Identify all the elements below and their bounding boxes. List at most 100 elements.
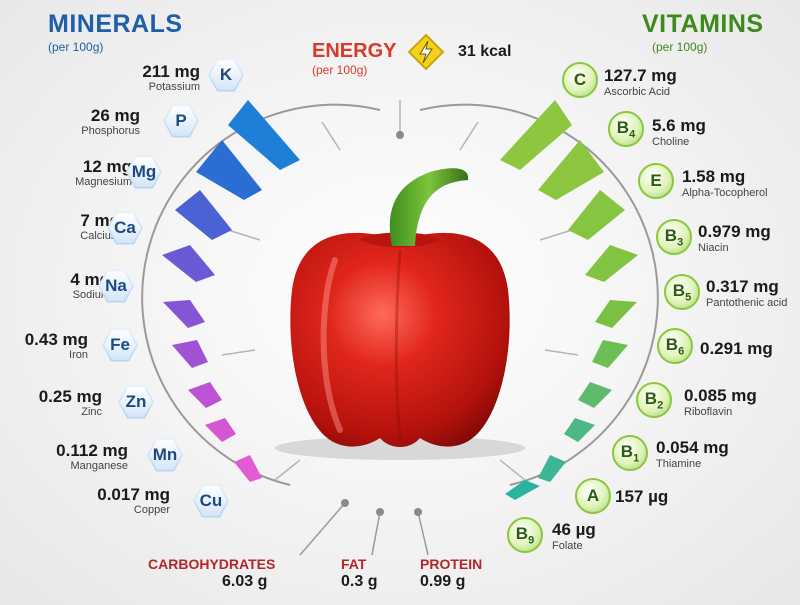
vitamin-name: Folate	[552, 540, 583, 552]
minerals-subtitle: (per 100g)	[48, 40, 104, 54]
vitamin-value: 46 µg	[552, 520, 596, 539]
vitamin-badge: B3	[656, 219, 692, 255]
mineral-name: Potassium	[148, 81, 200, 93]
mineral-value: 0.25 mg	[38, 387, 102, 406]
vitamin-subscript: 4	[629, 128, 636, 141]
energy-value: 31 kcal	[458, 43, 512, 60]
protein-value: 0.99 g	[420, 573, 466, 590]
vitamin-name: Alpha-Tocopherol	[682, 187, 768, 199]
vitamin-value: 0.054 mg	[656, 438, 729, 457]
lightning-icon	[407, 33, 445, 71]
vitamin-letter: B	[665, 334, 679, 354]
vitamin-badge: B1	[612, 435, 648, 471]
dial-arc-left	[141, 103, 381, 486]
mineral-value: 12 mg	[82, 157, 132, 176]
mineral-value: 0.017 mg	[97, 485, 170, 504]
mineral-symbol: Na	[105, 276, 127, 295]
mineral-value: 26 mg	[90, 106, 140, 125]
energy-dial-dot	[396, 131, 404, 139]
mineral-symbol: Mn	[152, 445, 178, 464]
vitamins-subtitle: (per 100g)	[652, 40, 708, 54]
vitamin-name: Choline	[652, 136, 690, 148]
vitamin-badge: B2	[636, 382, 672, 418]
mineral-badge: Na	[98, 268, 134, 304]
fat-label: FAT	[341, 556, 367, 572]
vitamin-name: Niacin	[698, 242, 729, 254]
vitamin-subscript: 5	[685, 291, 692, 304]
mineral-symbol: Cu	[199, 491, 223, 510]
mineral-value: 0.112 mg	[56, 441, 128, 460]
mineral-symbol: P	[175, 111, 187, 130]
mineral-badge: Mg	[126, 154, 162, 190]
dial-ticks	[221, 100, 579, 481]
vitamin-badge: A	[575, 478, 611, 514]
fat-value: 0.3 g	[341, 573, 378, 590]
vitamin-letter: B	[616, 117, 630, 137]
mineral-name: Calcium	[80, 230, 120, 242]
mineral-value: 7 mg	[80, 211, 120, 230]
mineral-badge: Fe	[102, 327, 138, 363]
vitamin-badge: B4	[608, 111, 644, 147]
vitamin-value: 0.979 mg	[698, 222, 771, 241]
minerals-gauge	[162, 100, 300, 482]
mineral-name: Sodium	[72, 289, 110, 301]
vitamin-value: 0.085 mg	[684, 386, 757, 405]
mineral-badge: Cu	[193, 483, 229, 519]
macro-connectors	[299, 499, 429, 556]
mineral-value: 4 mg	[70, 270, 110, 289]
mineral-badge: K	[208, 57, 244, 93]
vitamin-value: 0.317 mg	[706, 277, 779, 296]
vitamin-badge: B5	[664, 274, 700, 310]
mineral-symbol: K	[219, 65, 233, 84]
vitamin-badge: B6	[657, 328, 693, 364]
carbohydrates-label: CARBOHYDRATES	[148, 556, 276, 572]
vitamin-letter: B	[515, 523, 529, 543]
vitamin-letter: C	[573, 70, 587, 89]
bell-pepper-image	[275, 168, 525, 460]
mineral-badge: Mn	[147, 437, 183, 473]
mineral-name: Phosphorus	[81, 125, 140, 137]
energy-subtitle: (per 100g)	[312, 63, 368, 77]
mineral-symbol: Fe	[110, 335, 130, 354]
vitamin-badge: E	[638, 163, 674, 199]
mineral-symbol: Zn	[125, 392, 147, 411]
vitamin-value: 1.58 mg	[682, 167, 746, 186]
vitamin-letter: B	[664, 225, 678, 245]
mineral-name: Manganese	[70, 460, 129, 472]
vitamin-subscript: 3	[677, 236, 684, 249]
vitamin-value: 0.291 mg	[700, 339, 773, 358]
minerals-title: MINERALS	[48, 10, 183, 38]
mineral-value: 0.43 mg	[24, 330, 88, 349]
mineral-value: 211 mg	[142, 62, 200, 81]
mineral-symbol: Ca	[114, 218, 136, 237]
mineral-badge: Ca	[107, 210, 143, 246]
vitamins-title: VITAMINS	[642, 10, 764, 38]
vitamin-letter: B	[644, 388, 658, 408]
vitamin-name: Ascorbic Acid	[604, 86, 671, 98]
mineral-name: Magnesium	[75, 176, 132, 188]
vitamin-badge: B9	[507, 517, 543, 553]
vitamin-badge: C	[562, 62, 598, 98]
mineral-name: Iron	[69, 349, 88, 361]
vitamin-subscript: 2	[657, 399, 664, 412]
carbohydrates-value: 6.03 g	[222, 573, 268, 590]
vitamin-letter: A	[586, 486, 600, 505]
vitamin-value: 5.6 mg	[652, 116, 706, 135]
mineral-symbol: Mg	[131, 162, 157, 181]
vitamin-name: Thiamine	[656, 458, 702, 470]
vitamin-letter: E	[650, 171, 662, 190]
energy-label: ENERGY	[312, 40, 397, 62]
mineral-name: Copper	[133, 504, 170, 516]
vitamin-letter: B	[672, 280, 686, 300]
mineral-name: Zinc	[81, 406, 102, 418]
vitamin-subscript: 6	[678, 345, 685, 358]
vitamin-value: 127.7 mg	[604, 66, 677, 85]
vitamin-name: Pantothenic acid	[706, 297, 788, 309]
vitamin-name: Riboflavin	[684, 406, 733, 418]
vitamin-letter: B	[620, 441, 634, 461]
vitamin-subscript: 1	[633, 452, 640, 465]
protein-label: PROTEIN	[420, 556, 483, 572]
mineral-badge: Zn	[118, 384, 154, 420]
